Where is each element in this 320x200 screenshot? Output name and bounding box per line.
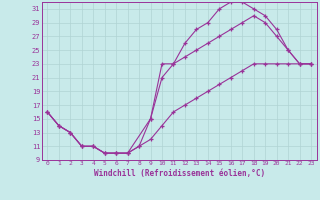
X-axis label: Windchill (Refroidissement éolien,°C): Windchill (Refroidissement éolien,°C) (94, 169, 265, 178)
